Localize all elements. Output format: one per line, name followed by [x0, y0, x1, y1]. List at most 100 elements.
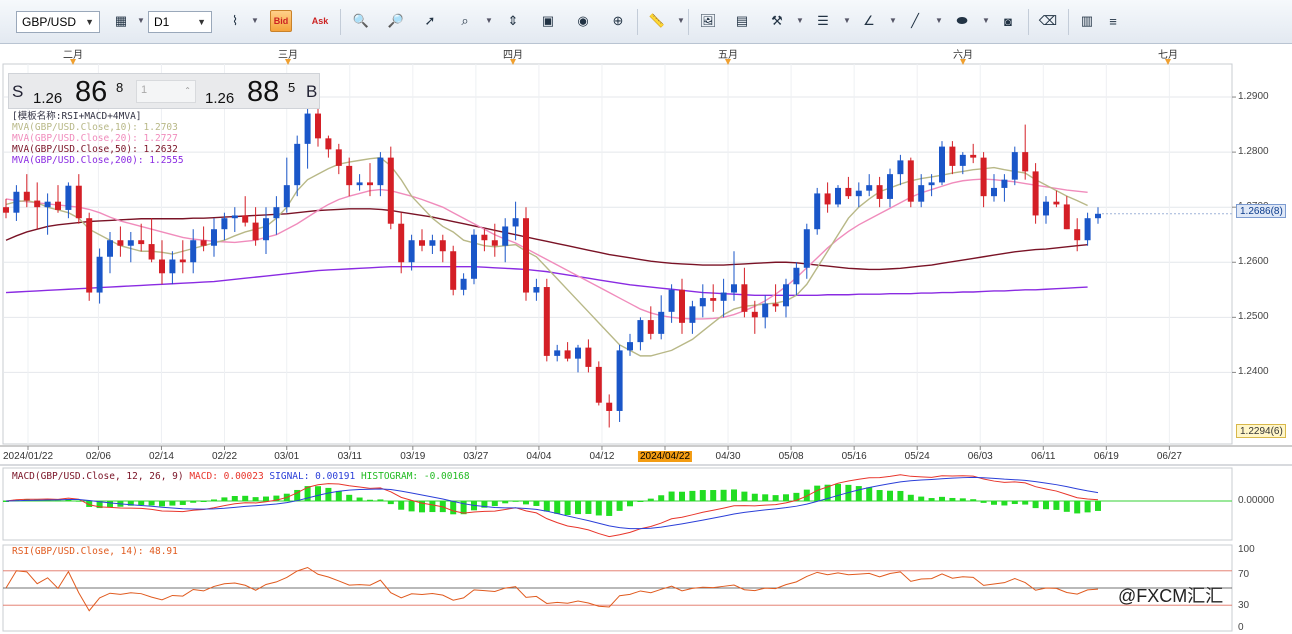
month-marker — [960, 59, 966, 65]
price-chart-svg[interactable] — [0, 44, 1292, 634]
macd-histogram-bar — [803, 489, 810, 501]
angle-dropdown[interactable]: ▼ — [889, 16, 897, 25]
signal-value: SIGNAL: 0.00191 — [269, 471, 356, 482]
macd-histogram-bar — [543, 501, 550, 512]
candle-body — [367, 182, 373, 186]
draw-line-icon[interactable]: ╱ — [911, 13, 919, 28]
candle-body — [491, 240, 498, 246]
macd-histogram-bar — [169, 501, 176, 506]
buy-button[interactable]: B — [306, 82, 318, 101]
candle-body — [117, 240, 124, 246]
date-label: 2024/01/22 — [2, 451, 54, 462]
macd-histogram-bar — [855, 486, 862, 501]
macd-histogram-bar — [398, 501, 405, 510]
macd-histogram-bar — [866, 487, 873, 501]
candle-body — [824, 193, 831, 205]
bid-button[interactable]: Bid — [270, 10, 292, 32]
line-chart-dropdown[interactable]: ▼ — [251, 16, 259, 25]
ma20-legend: MVA(GBP/USD.Close,20): 1.2727 — [12, 133, 178, 144]
grid-icon[interactable]: ▥ — [1080, 13, 1094, 28]
date-label: 04/04 — [526, 451, 552, 462]
ruler-dropdown[interactable]: ▼ — [677, 16, 685, 25]
image-icon[interactable]: 🖼 — [699, 13, 717, 28]
date-label: 2024/04/22 — [637, 451, 693, 462]
tools-icon[interactable]: ⚒ — [771, 13, 783, 28]
candle-body — [1011, 152, 1018, 180]
ellipse-icon[interactable]: ⬬ — [956, 13, 968, 28]
macd-histogram-bar — [928, 498, 935, 501]
zoom-area-icon[interactable]: ⌕ — [461, 13, 469, 28]
macd-histogram-bar — [460, 501, 467, 515]
lines-icon[interactable]: ☰ — [817, 13, 829, 28]
camera-icon[interactable]: ◙ — [1004, 13, 1012, 29]
candle-body — [283, 185, 290, 208]
macd-histogram-bar — [1022, 501, 1029, 505]
candle-body — [845, 187, 852, 197]
macd-histogram-bar — [346, 494, 353, 501]
macd-histogram-bar — [294, 489, 301, 501]
macd-histogram-bar — [211, 499, 217, 501]
ask-button[interactable]: Ask — [309, 10, 331, 32]
candle-body — [1095, 213, 1101, 219]
candle-body — [356, 182, 363, 186]
candle-body — [637, 320, 644, 343]
macd-histogram-bar — [554, 501, 561, 514]
current-price-tag: 1.2686(8) — [1236, 204, 1286, 218]
toolbar-divider — [637, 9, 638, 35]
zoom-dropdown[interactable]: ▼ — [485, 16, 493, 25]
eye-icon[interactable]: ◉ — [577, 13, 589, 28]
macd-histogram-bar — [959, 498, 966, 501]
sell-button[interactable]: S — [12, 82, 24, 101]
chart-type-icon[interactable]: ▦ — [114, 13, 128, 28]
macd-histogram-bar — [1053, 501, 1060, 510]
globe-icon[interactable]: ⊕ — [612, 13, 624, 28]
ruler-icon[interactable]: 📏 — [648, 13, 666, 28]
candle-body — [772, 303, 779, 307]
tools-dropdown[interactable]: ▼ — [796, 16, 804, 25]
macd-histogram-bar — [1074, 501, 1081, 514]
zoom-in-icon[interactable]: 🔍 — [352, 13, 370, 28]
screenshot-icon[interactable]: ▣ — [541, 13, 555, 28]
chart-type-dropdown[interactable]: ▼ — [137, 16, 145, 25]
candle-body — [211, 229, 217, 246]
macd-histogram-bar — [408, 501, 415, 512]
macd-histogram-bar — [55, 500, 61, 502]
timeframe-value: D1 — [154, 15, 170, 29]
candle-body — [419, 240, 425, 246]
menu-icon[interactable]: ≡ — [1109, 13, 1117, 29]
macd-zero-label: 0.00000 — [1238, 495, 1275, 506]
date-label: 05/16 — [841, 451, 867, 462]
macd-histogram-bar — [377, 499, 384, 501]
zoom-out-icon[interactable]: 🔎 — [387, 13, 405, 28]
candle-body — [762, 303, 769, 318]
window-icon[interactable]: ▤ — [735, 13, 749, 28]
macd-histogram-bar — [980, 501, 987, 503]
rsi-axis-100: 100 — [1238, 544, 1255, 555]
candle-body — [1084, 218, 1091, 241]
candle-body — [939, 146, 945, 183]
cursor-icon[interactable]: ➚ — [424, 13, 436, 28]
macd-histogram-bar — [523, 501, 529, 505]
candle-body — [543, 287, 550, 356]
macd-histogram-bar — [200, 501, 207, 502]
month-marker — [285, 59, 291, 65]
candle-body — [1063, 204, 1070, 230]
month-label: 六月 — [953, 50, 973, 61]
line-chart-icon[interactable]: ⌇ — [231, 13, 239, 28]
symbol-select[interactable]: GBP/USD ▼ — [16, 11, 100, 33]
ellipse-dropdown[interactable]: ▼ — [982, 16, 990, 25]
lot-spinner-icon[interactable]: ⌃ — [184, 86, 191, 95]
lines-dropdown[interactable]: ▼ — [843, 16, 851, 25]
line-dropdown[interactable]: ▼ — [935, 16, 943, 25]
macd-histogram-bar — [304, 486, 311, 501]
timeframe-select[interactable]: D1 ▼ — [148, 11, 212, 33]
lot-size-input[interactable]: 1 ⌃ — [136, 80, 196, 103]
candle-body — [1032, 171, 1039, 216]
macd-histogram-bar — [939, 496, 945, 501]
fit-icon[interactable]: ⇕ — [507, 13, 519, 28]
macd-histogram-bar — [585, 501, 592, 514]
angle-icon[interactable]: ∠ — [863, 13, 875, 28]
macd-histogram-bar — [127, 501, 134, 506]
eraser-icon[interactable]: ⌫ — [1038, 13, 1058, 28]
